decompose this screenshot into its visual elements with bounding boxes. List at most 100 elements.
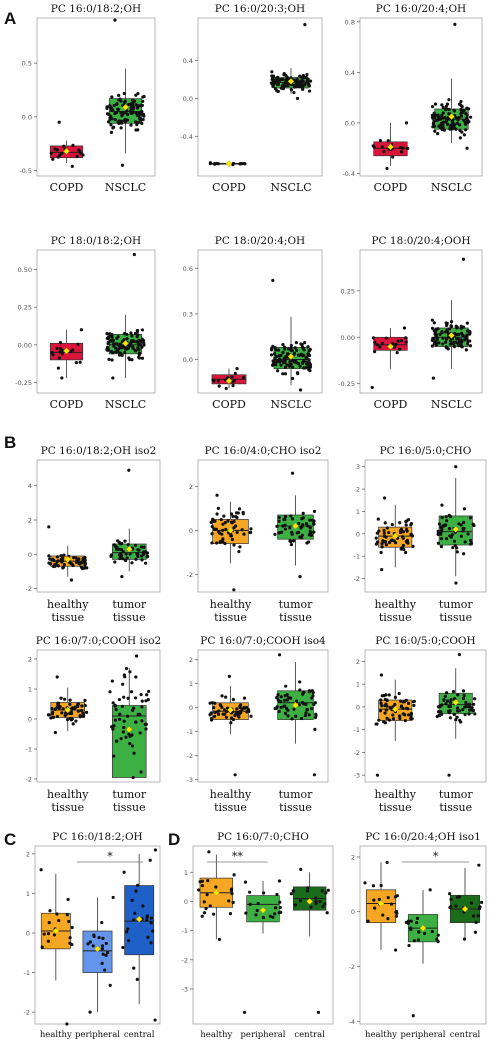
- chart-title: PC 16:0/4:0;CHO iso2: [205, 445, 322, 457]
- data-point: [383, 496, 387, 500]
- data-point: [229, 512, 234, 516]
- data-point: [456, 118, 460, 122]
- data-point: [430, 104, 435, 109]
- data-point: [377, 718, 381, 722]
- data-point: [444, 519, 449, 523]
- data-point: [140, 719, 144, 723]
- data-point: [471, 709, 475, 713]
- data-point: [433, 332, 437, 336]
- data-point: [130, 102, 134, 106]
- chart-title: PC 16:0/5:0;CHO: [380, 445, 472, 457]
- data-point: [469, 901, 474, 905]
- data-point: [450, 532, 455, 537]
- data-point: [219, 517, 223, 522]
- chart-title: PC 16:0/7:0;COOH iso4: [200, 635, 326, 647]
- data-point: [430, 338, 434, 343]
- data-point: [109, 123, 113, 127]
- data-point: [297, 703, 301, 707]
- data-point: [391, 341, 395, 345]
- data-point: [221, 712, 225, 716]
- chart-panel-3: PC 16:0/20:4;OH -0.4 0.0 0.4 0.8 COPD NSCLC: [342, 3, 483, 194]
- data-point: [55, 912, 59, 916]
- data-point: [232, 543, 236, 547]
- plot-frame: [197, 249, 323, 394]
- mean-marker: [391, 705, 399, 713]
- data-point: [399, 150, 404, 154]
- data-point: [430, 326, 435, 330]
- data-point: [70, 717, 74, 721]
- data-point: [309, 530, 313, 534]
- data-point: [288, 360, 292, 364]
- data-point: [300, 700, 305, 705]
- data-point: [216, 379, 220, 383]
- data-point: [401, 530, 406, 534]
- data-point: [437, 124, 442, 128]
- y-tick-label: 0.0: [183, 95, 193, 103]
- data-point: [110, 117, 114, 121]
- data-point: [141, 99, 145, 103]
- data-point: [382, 534, 387, 538]
- data-point: [446, 699, 450, 703]
- data-point: [129, 331, 133, 335]
- data-point: [406, 146, 410, 150]
- significance-marker: **: [232, 850, 244, 863]
- data-point: [409, 532, 413, 536]
- data-point: [447, 773, 451, 777]
- data-point: [301, 511, 305, 515]
- data-point: [428, 888, 432, 892]
- mean-marker: [94, 945, 101, 953]
- data-point: [321, 904, 325, 908]
- data-point: [306, 886, 310, 890]
- data-point: [134, 654, 139, 658]
- data-point: [127, 356, 131, 360]
- data-point: [125, 337, 129, 341]
- data-point: [444, 107, 448, 112]
- data-point: [217, 937, 222, 941]
- data-point: [282, 698, 287, 702]
- x-category-label: COPD: [212, 398, 246, 411]
- data-point: [142, 114, 146, 118]
- data-point: [46, 713, 51, 717]
- data-point: [48, 909, 52, 913]
- data-point: [129, 690, 134, 694]
- data-point: [235, 367, 239, 371]
- data-point: [291, 539, 296, 543]
- data-point: [212, 714, 217, 719]
- data-point: [399, 699, 403, 703]
- data-point: [461, 325, 466, 329]
- data-point: [83, 566, 87, 570]
- data-point: [112, 125, 116, 129]
- data-point: [465, 146, 469, 150]
- data-point: [241, 375, 246, 380]
- data-point: [233, 773, 237, 777]
- data-point: [283, 711, 288, 715]
- y-tick-label: -0.4: [180, 133, 193, 141]
- data-point: [134, 720, 138, 724]
- data-point: [312, 702, 316, 706]
- data-point: [278, 905, 282, 910]
- data-point: [283, 514, 288, 519]
- data-point: [432, 336, 436, 340]
- data-point: [379, 673, 384, 677]
- data-point: [71, 143, 75, 147]
- data-point: [57, 706, 61, 710]
- data-point: [270, 77, 274, 82]
- data-point: [375, 343, 379, 347]
- data-point: [247, 709, 251, 714]
- data-point: [299, 867, 303, 871]
- data-point: [233, 371, 237, 375]
- data-point: [381, 913, 385, 917]
- data-point: [49, 151, 53, 155]
- data-point: [60, 559, 65, 563]
- y-tick-label: 4: [28, 482, 32, 490]
- data-point: [137, 342, 141, 346]
- data-point: [81, 153, 85, 157]
- data-point: [474, 920, 478, 924]
- data-point: [456, 337, 461, 341]
- data-point: [48, 557, 52, 561]
- data-point: [274, 354, 279, 359]
- data-point: [294, 84, 299, 88]
- y-tick-label: -0.5: [19, 167, 32, 175]
- data-point: [478, 905, 482, 909]
